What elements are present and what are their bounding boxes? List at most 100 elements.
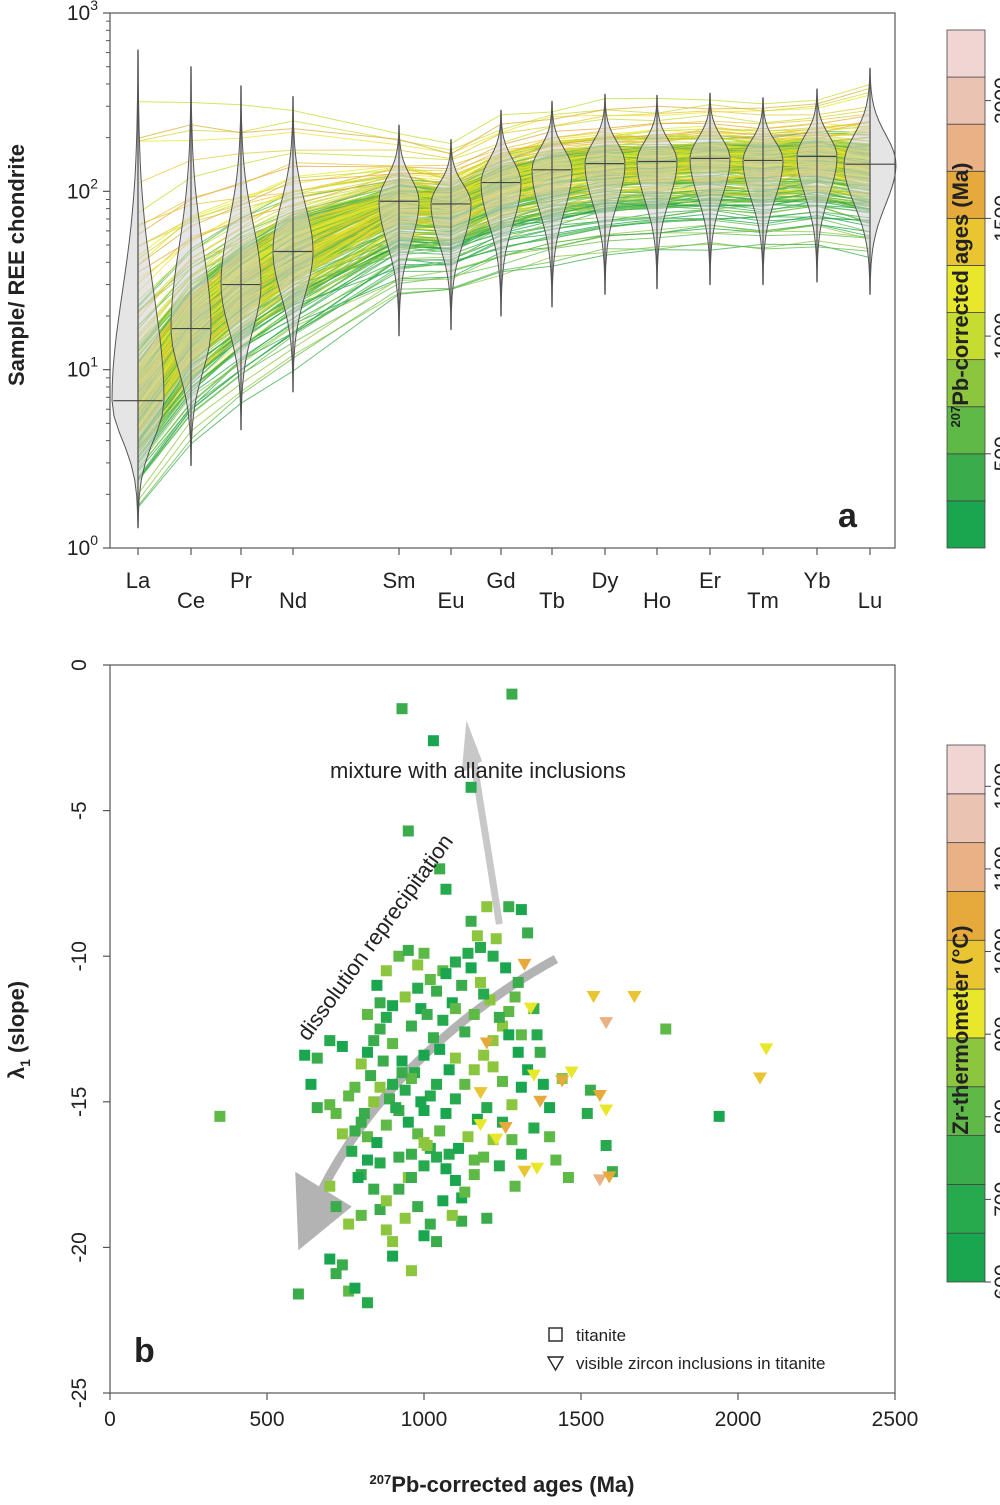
panel-b-xlabel: 207Pb-corrected ages (Ma) [370, 1472, 635, 1497]
titanite-point [324, 1099, 336, 1111]
titanite-point [493, 1160, 505, 1172]
titanite-point [412, 1201, 424, 1213]
colorbar-bin [946, 217, 986, 266]
titanite-point [393, 1183, 405, 1195]
zr-colorbar: 600 700 800 900 1000 1100 1200 [946, 744, 1000, 1300]
zircon-point [592, 1174, 607, 1187]
titanite-point [418, 1160, 430, 1172]
element-label-yb: Yb [804, 568, 831, 593]
titanite-point [412, 982, 424, 994]
titanite-point [487, 1061, 499, 1073]
panel-b-label: b [134, 1332, 155, 1370]
titanite-point [531, 1029, 543, 1041]
titanite-point [418, 947, 430, 959]
element-label-er: Er [699, 568, 721, 593]
titanite-point [465, 915, 477, 927]
titanite-point [431, 1078, 443, 1090]
titanite-point [453, 1142, 465, 1154]
titanite-point [405, 1020, 417, 1032]
titanite-point [487, 1035, 499, 1047]
x-tick-label: 1500 [558, 1408, 605, 1431]
titanite-point [399, 991, 411, 1003]
element-label-sm: Sm [383, 568, 416, 593]
panel-b-y-ticks: 0 -5 -10 -15 -20 -25 [68, 659, 110, 1408]
element-label-ce: Ce [177, 588, 205, 613]
titanite-point [371, 979, 383, 991]
titanite-point [468, 1154, 480, 1166]
colorbar-tick-label: 1000 [991, 313, 1000, 360]
titanite-point [459, 1186, 471, 1198]
titanite-point [509, 1180, 521, 1192]
titanite-point [503, 1029, 515, 1041]
titanite-point [380, 965, 392, 977]
panel-a-frame [109, 12, 896, 549]
titanite-point [324, 1253, 336, 1265]
zircon-point [517, 1165, 532, 1178]
colorbar-bin [946, 29, 986, 78]
titanite-point [512, 976, 524, 988]
titanite-point [371, 1137, 383, 1149]
titanite-point [349, 1282, 361, 1294]
titanite-point [449, 956, 461, 968]
titanite-point [424, 1090, 436, 1102]
colorbar-tick-label: 700 [991, 1182, 1000, 1217]
panel-a-ylabel: Sample/ REE chondrite [4, 144, 29, 386]
titanite-point [424, 1218, 436, 1230]
titanite-point [440, 1163, 452, 1175]
zircon-point [759, 1043, 774, 1056]
titanite-point [396, 703, 408, 715]
colorbar-tick-label: 900 [991, 1017, 1000, 1052]
titanite-point [449, 1003, 461, 1015]
titanite-point [393, 1151, 405, 1163]
zircon-point [602, 1171, 617, 1184]
titanite-point [437, 1014, 449, 1026]
titanite-point [380, 1119, 392, 1131]
colorbar-bin [946, 793, 986, 844]
x-tick-label: 2500 [872, 1408, 919, 1431]
colorbar-bin [946, 76, 986, 125]
panel-b-ylabel-sub: 1 [17, 1059, 33, 1067]
titanite-point [336, 1040, 348, 1052]
titanite-point [387, 1250, 399, 1262]
titanite-point [497, 1020, 508, 1032]
annotation-dissolution: dissolution reprecipitation [292, 829, 458, 1045]
titanite-point [412, 959, 424, 971]
titanite-point [503, 901, 515, 913]
titanite-point [355, 1209, 367, 1221]
titanite-point [506, 688, 518, 700]
colorbar-bin [946, 359, 986, 408]
legend-square-marker [548, 1327, 563, 1342]
legend-zircon: visible zircon inclusions in titanite [576, 1354, 825, 1373]
titanite-point [396, 1055, 408, 1067]
titanite-point [459, 1078, 471, 1090]
titanite-point [449, 1174, 461, 1186]
titanite-point [346, 1145, 358, 1157]
ree-pattern [137, 115, 871, 236]
titanite-point [478, 1049, 490, 1061]
titanite-point [534, 1046, 546, 1058]
titanite-point [431, 1151, 443, 1163]
titanite-point [336, 1128, 348, 1140]
titanite-point [456, 1192, 468, 1204]
titanite-point [509, 991, 521, 1003]
ree-pattern [137, 211, 871, 480]
titanite-point [349, 1125, 361, 1137]
titanite-point [383, 1093, 395, 1105]
titanite-point [478, 988, 490, 1000]
titanite-point [475, 941, 487, 953]
y-tick-label: -5 [68, 801, 91, 820]
titanite-point [506, 1099, 518, 1111]
titanite-point [462, 1131, 474, 1143]
titanite-point [544, 1131, 556, 1143]
titanite-point [365, 1070, 377, 1082]
legend-triangle-marker [546, 1356, 565, 1372]
titanite-point [380, 1195, 392, 1207]
age-colorbar-label-sup: 207 [948, 406, 963, 428]
titanite-point [440, 883, 452, 895]
titanite-point [478, 1151, 490, 1163]
titanite-point [352, 1172, 364, 1184]
zircon-point [555, 1075, 570, 1088]
titanite-point [415, 1096, 427, 1108]
titanite-point [405, 1172, 417, 1184]
